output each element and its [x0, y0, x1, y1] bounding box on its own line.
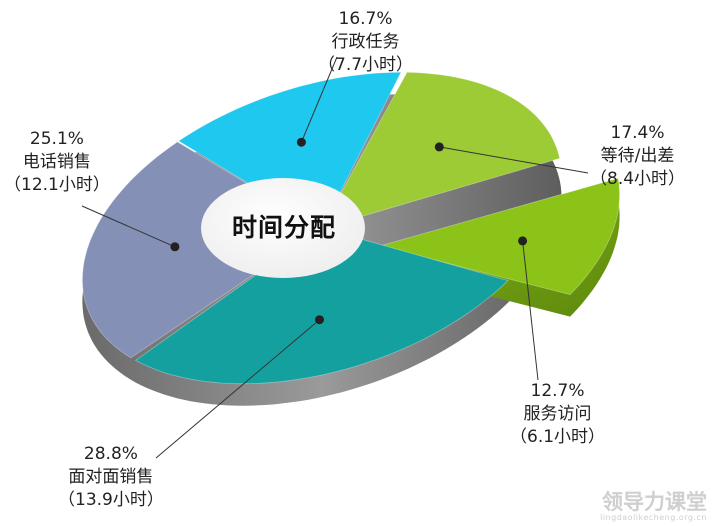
label-phone-sales-percent: 25.1% [29, 129, 84, 149]
label-phone-sales: 25.1% 电话销售 （12.1小时） [4, 128, 110, 197]
label-service-visit: 12.7% 服务访问 （6.1小时） [510, 380, 605, 449]
label-service-visit-percent: 12.7% [530, 381, 585, 401]
label-phone-sales-hours: （12.1小时） [4, 175, 110, 195]
label-waiting-travel-percent: 17.4% [610, 123, 665, 143]
pie-slice-2 [378, 177, 621, 296]
pie-slice-3 [134, 227, 509, 385]
leader-line-4 [81, 205, 176, 248]
center-hole [201, 178, 365, 278]
leader-dot-3 [315, 315, 324, 325]
label-phone-sales-name: 电话销售 [22, 152, 91, 172]
watermark-text: 领导力课堂 [602, 490, 707, 514]
chart-title: 时间分配 [231, 213, 336, 242]
leader-dot-1 [434, 142, 444, 152]
leader-lines [81, 56, 589, 459]
label-face-to-face-sales: 28.8% 面对面销售 （13.9小时） [58, 443, 164, 512]
label-face-to-face-sales-hours: （13.9小时） [58, 490, 164, 510]
leader-line-3 [155, 319, 320, 459]
label-face-to-face-sales-percent: 28.8% [83, 444, 138, 464]
label-admin-tasks-name: 行政任务 [331, 32, 400, 52]
pie-slice-0 [177, 71, 402, 229]
label-waiting-travel-name: 等待/出差 [600, 146, 675, 166]
label-admin-tasks-percent: 16.7% [338, 9, 393, 29]
leader-line-2 [522, 240, 539, 381]
label-face-to-face-sales-name: 面对面销售 [68, 467, 154, 487]
leader-dot-4 [170, 242, 180, 252]
leader-dot-2 [518, 236, 528, 246]
leader-line-1 [439, 146, 589, 174]
label-waiting-travel-hours: （8.4小时） [590, 169, 686, 189]
leader-line-0 [300, 56, 338, 143]
label-admin-tasks: 16.7% 行政任务 （7.7小时） [318, 8, 413, 77]
label-waiting-travel: 17.4% 等待/出差 （8.4小时） [590, 122, 685, 191]
leader-dot-0 [296, 137, 306, 147]
label-service-visit-hours: （6.1小时） [510, 427, 606, 447]
watermark-url: lingdaolikecheng.org.cn [600, 513, 707, 522]
label-service-visit-name: 服务访问 [523, 404, 592, 424]
label-admin-tasks-hours: （7.7小时） [318, 55, 414, 75]
watermark: 领导力课堂 lingdaolikecheng.org.cn [600, 491, 707, 522]
